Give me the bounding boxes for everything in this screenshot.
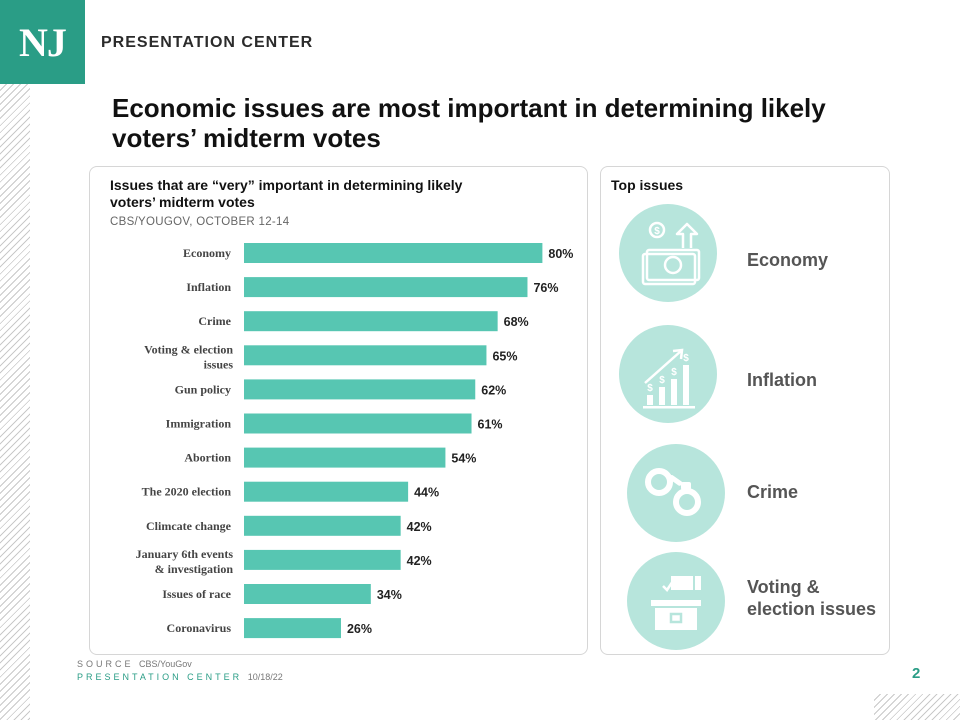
issue-label-crime: Crime [747,482,799,502]
bar-10 [244,584,371,604]
source-label: SOURCE [77,659,134,669]
crime-circle [627,444,725,542]
category-label-0: Economy [183,246,231,260]
page-title: Economic issues are most important in de… [112,93,826,153]
value-label-2: 68% [504,315,529,329]
category-label-1: Inflation [186,280,231,294]
svg-text:$: $ [659,375,665,386]
page-number: 2 [912,665,921,682]
economy-circle: $ [619,204,717,302]
value-label-0: 80% [548,247,573,261]
category-label-2: Crime [198,314,231,328]
bar-0 [244,243,543,263]
inflation-circle: $ $ $ $ [619,325,717,423]
value-label-3: 65% [492,349,517,363]
bar-3 [244,345,487,366]
category-label-11: Coronavirus [167,621,232,635]
svg-text:$: $ [647,383,653,394]
logo-text: NJ [19,19,67,65]
category-label-7: The 2020 election [142,485,232,499]
value-label-5: 61% [478,418,503,432]
category-label-10: Issues of race [162,587,231,601]
chart-subtitle: CBS/YOUGOV, OCTOBER 12-14 [110,216,290,228]
decorative-hatch-left [0,84,30,720]
issue-label-voting: Voting & election issues [747,577,877,619]
bar-9 [244,549,401,570]
chart-title: Issues that are “very” important in dete… [110,177,463,210]
svg-text:$: $ [671,367,677,378]
bar-chart: 80% Economy 76% Inflation 68% Crime 65% Voting … [136,243,573,639]
bar-7 [244,481,409,502]
bar-5 [244,413,472,434]
category-label-9: January 6th events & investigation [136,547,234,576]
category-label-5: Immigration [166,417,232,431]
value-label-6: 54% [451,452,476,466]
value-label-8: 42% [407,520,432,534]
bar-8 [244,515,401,536]
top-issues-title: Top issues [611,177,684,193]
bar-11 [244,618,341,639]
handcuffs-icon [645,468,701,516]
footer-presentation-center: PRESENTATION CENTER 10/18/22 [77,672,283,682]
bar-2 [244,311,498,332]
category-label-6: Abortion [184,451,231,465]
ballot-box-icon [651,576,701,630]
issue-label-inflation: Inflation [747,370,817,390]
value-label-11: 26% [347,622,372,636]
source-value: CBS/YouGov [139,659,192,669]
category-label-4: Gun policy [175,382,231,396]
category-label-8: Climcate change [146,519,232,533]
brand-name: PRESENTATION CENTER [101,34,314,51]
footer-source: SOURCE CBS/YouGov [77,659,192,669]
value-label-1: 76% [533,281,558,295]
voting-circle [627,552,725,650]
value-label-9: 42% [407,554,432,568]
bar-1 [244,277,528,298]
issue-label-economy: Economy [747,250,829,270]
value-label-10: 34% [377,588,402,602]
decorative-hatch-bottom-right [874,694,960,720]
svg-text:$: $ [654,226,660,237]
rising-dollar-chart-icon: $ $ $ $ [643,348,695,409]
center-label: PRESENTATION CENTER [77,672,243,682]
nj-logo: NJ [0,0,85,84]
value-label-4: 62% [481,383,506,397]
footer-date: 10/18/22 [247,672,283,682]
category-label-3: Voting & election issues [144,342,233,371]
money-stack-icon: $ [641,221,701,286]
value-label-7: 44% [414,486,439,500]
bar-6 [244,447,446,468]
bar-4 [244,379,476,400]
svg-text:$: $ [683,353,689,364]
